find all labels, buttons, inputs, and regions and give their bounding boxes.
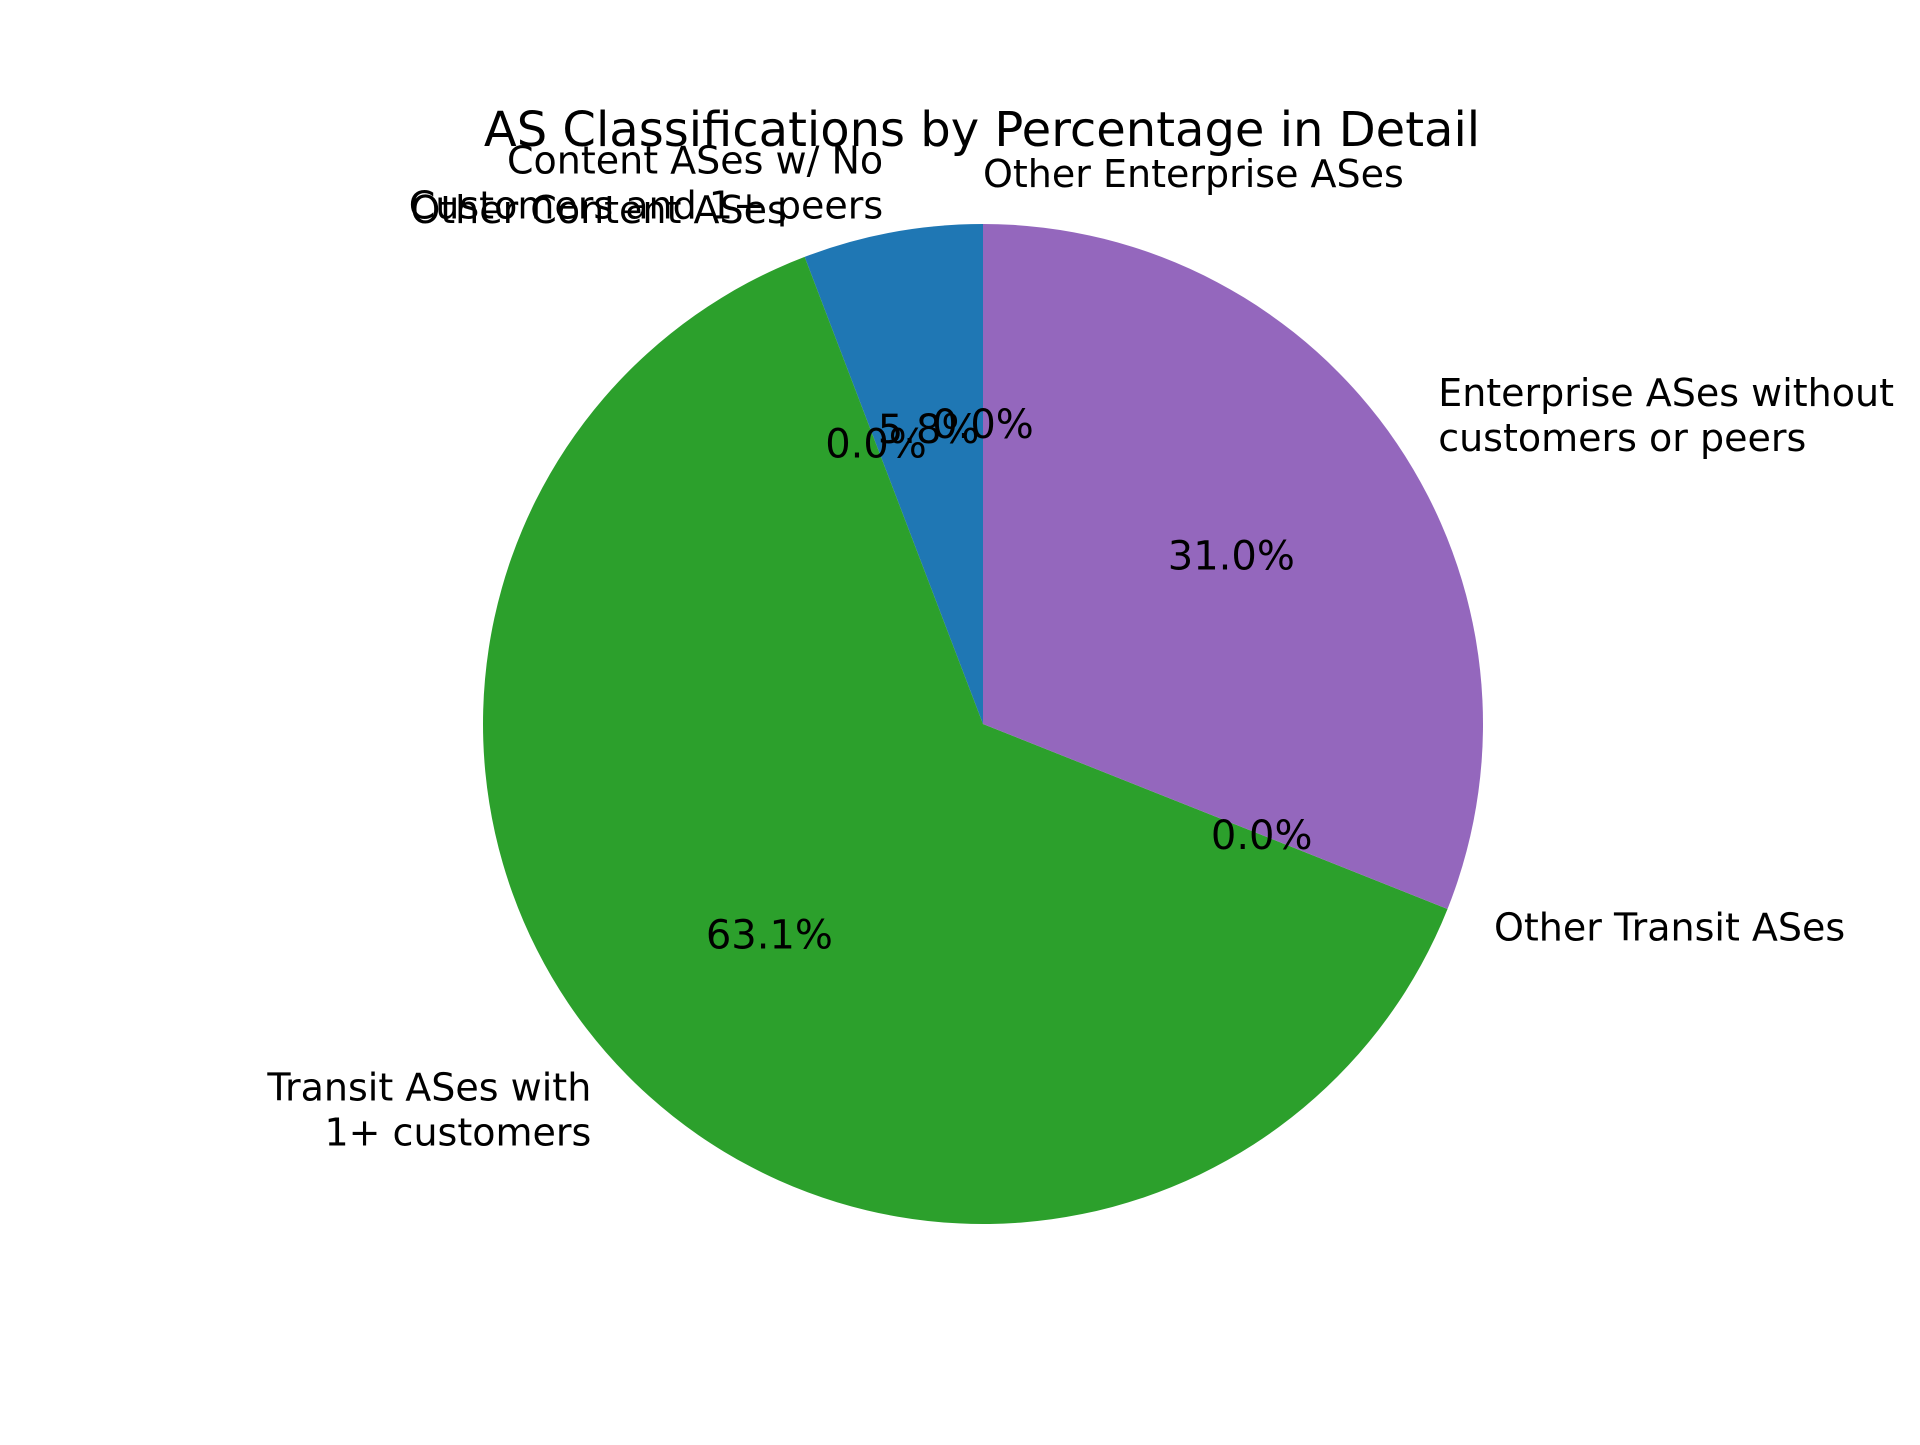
slice-percent-label: 63.1% xyxy=(706,913,833,959)
slice-label: Enterprise ASes without customers or peer… xyxy=(1438,371,1894,460)
slice-percent-label: 5.8% xyxy=(878,407,980,453)
slice-percent-label: 31.0% xyxy=(1168,534,1295,580)
slice-percent-label: 0.0% xyxy=(932,402,1034,448)
slice-label: Content ASes w/ No Customers and 1+ peers xyxy=(409,139,883,228)
slice-label: Other Content ASes xyxy=(410,188,786,232)
slice-label: Other Enterprise ASes xyxy=(983,152,1404,196)
slice-label: Other Transit ASes xyxy=(1494,906,1845,950)
slice-percent-label: 0.0% xyxy=(1211,813,1313,859)
slice-label: Transit ASes with 1+ customers xyxy=(266,1066,591,1155)
slice-percent-label: 0.0% xyxy=(825,422,927,468)
pie-slice xyxy=(983,224,1484,909)
pie-slice xyxy=(804,224,983,724)
chart-title: AS Classifications by Percentage in Deta… xyxy=(484,102,1480,158)
pie-slice xyxy=(483,256,1448,1224)
